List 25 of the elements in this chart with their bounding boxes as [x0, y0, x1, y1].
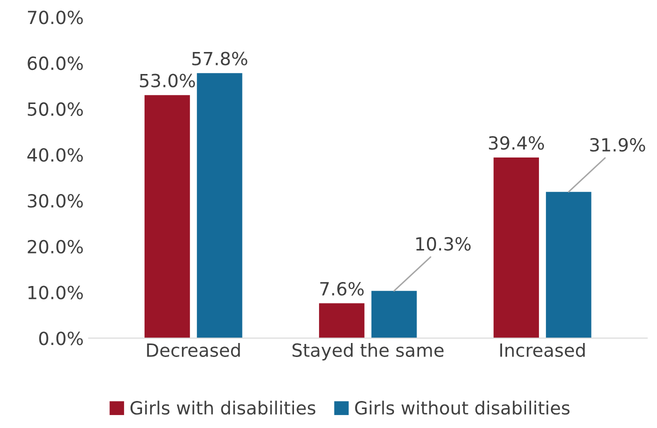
- data-label: 53.0%: [140, 74, 195, 88]
- data-label: 31.9%: [590, 138, 646, 152]
- bar: [196, 73, 242, 338]
- y-tick-label: 40.0%: [27, 148, 83, 162]
- y-tick-label: 30.0%: [28, 194, 83, 208]
- y-tick-label: 10.0%: [28, 286, 83, 300]
- bar: [546, 192, 592, 338]
- y-tick-label: 70.0%: [28, 10, 83, 24]
- data-label: 39.4%: [488, 136, 544, 150]
- bar: [319, 303, 364, 338]
- data-label: 10.3%: [416, 237, 471, 251]
- x-tick-label: Increased: [500, 342, 585, 357]
- data-label: 57.8%: [192, 52, 248, 66]
- bar: [494, 157, 539, 338]
- y-tick-label: 50.0%: [28, 102, 83, 116]
- bar: [144, 95, 190, 338]
- y-tick-label: 60.0%: [28, 56, 83, 70]
- x-tick-label: Stayed the same: [292, 342, 444, 360]
- y-tick-label: 0.0%: [39, 332, 83, 346]
- x-tick-label: Decreased: [147, 342, 240, 357]
- legend-label: Girls with disabilities: [130, 400, 316, 415]
- legend-label: Girls without disabilities: [355, 400, 570, 415]
- bar: [371, 290, 417, 338]
- y-tick-label: 20.0%: [28, 240, 83, 254]
- data-label: 7.6%: [320, 282, 364, 296]
